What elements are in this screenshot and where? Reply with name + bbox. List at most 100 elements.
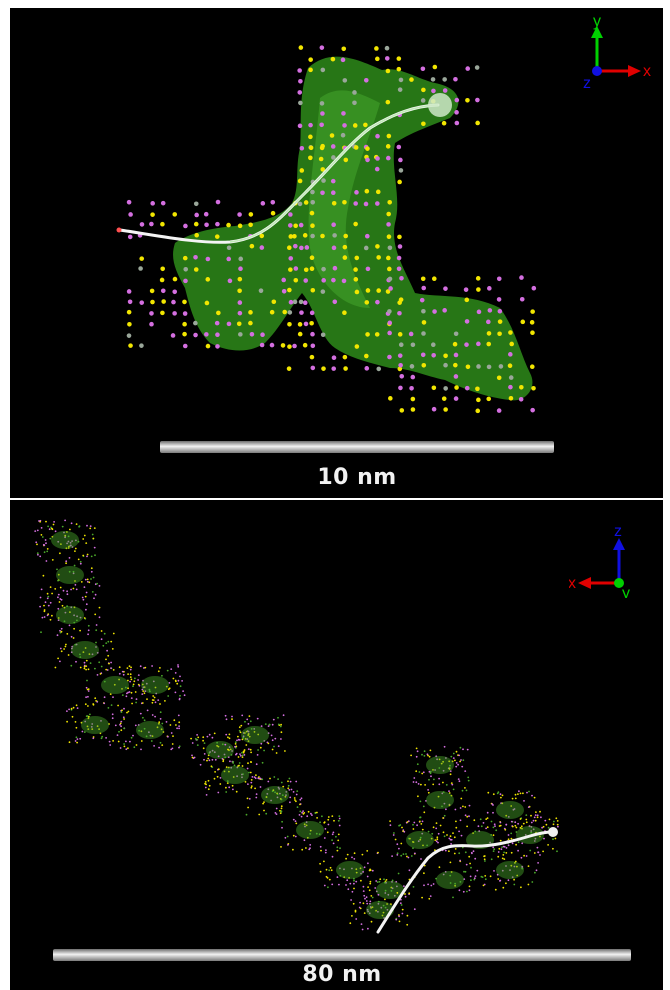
atom-dot bbox=[467, 779, 470, 782]
atom-dot bbox=[359, 901, 361, 904]
atom-dot bbox=[245, 813, 248, 816]
atom-dot bbox=[390, 890, 393, 892]
atom-dot bbox=[46, 614, 49, 617]
atom-dot bbox=[505, 865, 507, 867]
atom-dot bbox=[135, 701, 137, 704]
atom-dot bbox=[228, 737, 231, 740]
atom-dot bbox=[305, 847, 307, 849]
atom-dot bbox=[489, 875, 492, 878]
atom-dot bbox=[129, 680, 131, 683]
atom-dot bbox=[442, 781, 444, 784]
atom-dot bbox=[514, 824, 517, 827]
atom-dot bbox=[310, 200, 316, 205]
atom-dot bbox=[70, 707, 73, 710]
atom-dot bbox=[237, 310, 243, 316]
atom-dot bbox=[390, 886, 393, 889]
atom-dot bbox=[121, 670, 124, 673]
atom-dot bbox=[526, 791, 528, 794]
atom-dot bbox=[219, 783, 222, 785]
atom-dot bbox=[159, 711, 162, 714]
atom-dot bbox=[513, 878, 515, 881]
atom-dot bbox=[87, 695, 89, 698]
atom-dot bbox=[126, 711, 128, 714]
atom-dot bbox=[441, 396, 447, 401]
atom-dot bbox=[260, 742, 263, 745]
atom-dot bbox=[217, 791, 220, 794]
atom-dot bbox=[84, 703, 87, 706]
atom-dot bbox=[398, 297, 404, 302]
atom-dot bbox=[410, 855, 413, 857]
atom-dot bbox=[371, 896, 374, 899]
atom-dot bbox=[275, 807, 278, 810]
atom-dot bbox=[542, 825, 545, 828]
atom-dot bbox=[453, 362, 458, 368]
atom-dot bbox=[178, 697, 181, 700]
atom-dot bbox=[234, 745, 236, 748]
atom-dot bbox=[242, 736, 245, 739]
atom-dot bbox=[224, 756, 227, 759]
atom-dot bbox=[428, 897, 431, 900]
atom-dot bbox=[522, 792, 524, 795]
atom-dot bbox=[353, 852, 356, 855]
atom-dot bbox=[146, 709, 149, 712]
atom-dot bbox=[142, 716, 144, 719]
atom-dot bbox=[428, 770, 431, 773]
atom-dot bbox=[552, 847, 554, 850]
density-blob bbox=[261, 786, 289, 804]
atom-dot bbox=[217, 768, 220, 771]
atom-dot bbox=[228, 770, 230, 773]
atom-dot bbox=[420, 823, 423, 825]
atom-dot bbox=[331, 839, 333, 841]
atom-dot bbox=[398, 77, 404, 83]
atom-dot bbox=[463, 878, 466, 880]
atom-dot bbox=[191, 756, 194, 759]
atom-dot bbox=[352, 123, 358, 128]
atom-dot bbox=[203, 742, 206, 744]
atom-dot bbox=[205, 343, 211, 349]
atom-dot bbox=[497, 319, 503, 324]
atom-dot bbox=[213, 777, 216, 780]
atom-dot bbox=[272, 789, 275, 792]
atom-dot bbox=[227, 756, 230, 758]
atom-dot bbox=[365, 233, 370, 239]
atom-dot bbox=[68, 545, 70, 548]
atom-dot bbox=[320, 111, 325, 116]
atom-dot bbox=[501, 794, 504, 797]
atom-dot bbox=[248, 320, 253, 326]
atom-dot bbox=[254, 787, 256, 790]
atom-dot bbox=[121, 688, 123, 690]
atom-dot bbox=[46, 550, 49, 553]
atom-dot bbox=[369, 880, 372, 883]
atom-dot bbox=[478, 830, 481, 833]
atom-dot bbox=[91, 533, 94, 536]
atom-dot bbox=[455, 750, 458, 753]
atom-dot bbox=[355, 871, 358, 874]
atom-dot bbox=[238, 762, 241, 764]
atom-dot bbox=[298, 814, 301, 816]
atom-dot bbox=[75, 660, 77, 663]
atom-dot bbox=[138, 684, 141, 687]
atom-dot bbox=[83, 661, 86, 664]
atom-dot bbox=[250, 751, 253, 754]
atom-dot bbox=[295, 800, 297, 803]
atom-dot bbox=[256, 717, 259, 720]
atom-dot bbox=[449, 764, 451, 767]
atom-dot bbox=[497, 308, 503, 314]
atom-dot bbox=[161, 674, 163, 677]
atom-dot bbox=[43, 604, 45, 607]
atom-dot bbox=[207, 779, 210, 782]
atom-dot bbox=[468, 885, 471, 888]
atom-dot bbox=[531, 881, 534, 883]
atom-dot bbox=[468, 889, 471, 892]
atom-dot bbox=[270, 210, 276, 216]
atom-dot bbox=[416, 824, 418, 827]
atom-dot bbox=[437, 841, 439, 844]
atom-dot bbox=[530, 826, 533, 828]
density-blob bbox=[141, 676, 169, 694]
atom-dot bbox=[363, 912, 366, 914]
atom-dot bbox=[280, 731, 283, 734]
atom-dot bbox=[464, 385, 470, 391]
atom-dot bbox=[179, 675, 181, 678]
atom-dot bbox=[86, 679, 88, 682]
atom-dot bbox=[95, 646, 97, 648]
